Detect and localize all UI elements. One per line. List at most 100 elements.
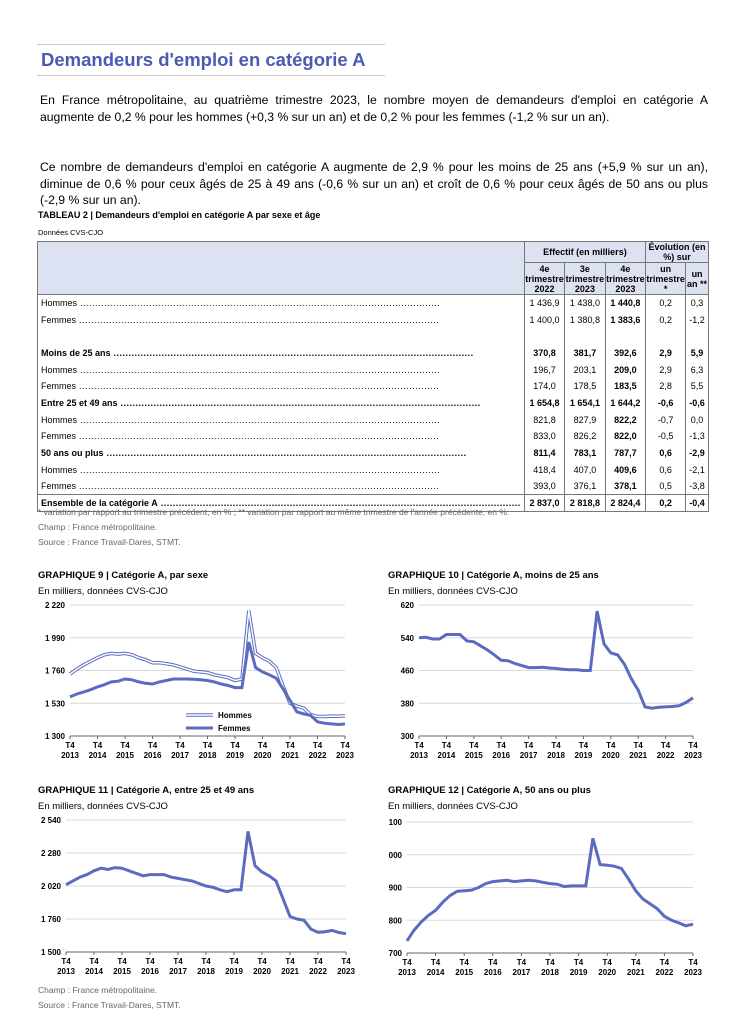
cell: -1,2 (685, 311, 709, 328)
row-label: Femmes .................................… (37, 428, 525, 445)
row-label-text: Femmes (41, 481, 77, 492)
row-label: Hommes .................................… (37, 461, 525, 479)
x-tick-label: T4 (65, 741, 75, 750)
table-row: Femmes .................................… (37, 311, 709, 328)
cell: 826,2 (564, 428, 606, 445)
cell: 418,4 (523, 461, 566, 479)
x-tick-label: 2017 (513, 968, 531, 977)
cell: 0,0 (685, 411, 709, 428)
chart-10: GRAPHIQUE 10 | Catégorie A, moins de 25 … (388, 570, 702, 760)
table-row: Entre 25 et 49 ans .....................… (37, 394, 709, 412)
x-tick-label: T4 (579, 741, 589, 750)
cell: 827,9 (564, 411, 606, 428)
chart-subtitle: En milliers, données CVS-CJO (38, 801, 168, 812)
x-tick-label: 2023 (684, 751, 702, 760)
x-tick-label: 2023 (337, 967, 355, 976)
row-label-text: Ensemble de la catégorie A (41, 498, 158, 509)
cell: 0,6 (645, 444, 687, 462)
y-tick-label: 800 (389, 916, 403, 925)
chart-12: GRAPHIQUE 12 | Catégorie A, 50 ans ou pl… (388, 785, 702, 977)
x-tick-label: T4 (545, 958, 555, 967)
table-source: Source : France Travail-Dares, STMT. (38, 537, 181, 547)
cell: 1 438,0 (564, 294, 606, 312)
x-tick-label: T4 (203, 741, 213, 750)
y-tick-label: 900 (389, 884, 403, 893)
cell: 1 654,1 (564, 394, 606, 412)
x-tick-label: T4 (175, 741, 185, 750)
table-row: Femmes .................................… (37, 478, 709, 495)
x-tick-label: T4 (313, 957, 323, 966)
cell: -2,9 (685, 444, 709, 462)
table-row: Femmes .................................… (37, 428, 709, 445)
cell (685, 327, 709, 345)
cell: 178,5 (564, 377, 606, 395)
x-tick-label: T4 (89, 957, 99, 966)
table-champ: Champ : France métropolitaine. (38, 522, 158, 532)
x-tick-label: 2021 (629, 751, 647, 760)
cell: -3,8 (685, 478, 709, 495)
table-row: 50 ans ou plus .........................… (37, 444, 709, 462)
cell: 5,9 (685, 344, 709, 362)
row-label-text: Femmes (41, 431, 77, 442)
table-footnote: * variation par rapport au trimestre pré… (38, 507, 510, 517)
x-tick-label: 2019 (226, 751, 244, 760)
x-tick-label: T4 (229, 957, 239, 966)
paragraph: En France métropolitaine, au quatrième t… (40, 93, 708, 124)
cell: 0,6 (645, 461, 687, 479)
x-tick-label: 2020 (598, 968, 616, 977)
table-title: TABLEAU 2 | Demandeurs d'emploi en catég… (38, 210, 321, 220)
row-label-text: Femmes (41, 381, 77, 392)
x-tick-label: 2018 (541, 968, 559, 977)
y-tick-label: 1 990 (45, 634, 66, 643)
y-tick-label: 300 (401, 732, 415, 741)
cell: 409,6 (604, 461, 647, 479)
y-tick-label: 1 000 (388, 851, 403, 860)
x-tick-label: T4 (93, 741, 103, 750)
row-label-text: Hommes (41, 364, 78, 375)
x-tick-label: 2015 (113, 967, 131, 976)
x-tick-label: T4 (145, 957, 155, 966)
x-tick-label: T4 (660, 958, 670, 967)
series-line-femmes (69, 641, 346, 727)
chart-subtitle: En milliers, données CVS-CJO (38, 586, 168, 597)
y-tick-label: 540 (401, 634, 415, 643)
cell: 0,3 (685, 294, 709, 312)
x-tick-label: T4 (460, 958, 470, 967)
cell: 392,6 (604, 344, 647, 362)
cell: 1 440,8 (604, 294, 647, 312)
x-tick-label: 2016 (141, 967, 159, 976)
x-tick-label: 2020 (602, 751, 620, 760)
x-tick-label: 2018 (547, 751, 565, 760)
cell: 821,8 (523, 411, 566, 428)
x-tick-label: 2017 (169, 967, 187, 976)
cell: 0,2 (645, 494, 687, 512)
cell: 0,2 (645, 294, 687, 312)
cell: 5,5 (685, 377, 709, 395)
chart-title: GRAPHIQUE 9 | Catégorie A, par sexe (38, 570, 209, 581)
table-row: Ensemble de la catégorie A .............… (37, 494, 709, 512)
chart-title: GRAPHIQUE 11 | Catégorie A, entre 25 et … (38, 785, 255, 796)
cell: 1 644,2 (604, 394, 647, 412)
table-row: Hommes .................................… (37, 361, 709, 378)
cell: -2,1 (685, 461, 709, 479)
cell: 2,8 (645, 377, 687, 395)
chart-subtitle: En milliers, données CVS-CJO (388, 801, 518, 812)
page-title: Demandeurs d'emploi en catégorie A (37, 44, 385, 76)
cell: 6,3 (685, 361, 709, 378)
x-tick-label: 2016 (492, 751, 510, 760)
cell: -0,7 (645, 411, 687, 428)
chart-subtitle: En milliers, données CVS-CJO (388, 586, 518, 597)
row-label-text: Hommes (41, 298, 78, 309)
y-tick-label: 2 220 (45, 601, 66, 610)
cell: 378,1 (604, 478, 647, 495)
x-tick-label: 2019 (225, 967, 243, 976)
x-tick-label: 2015 (465, 751, 483, 760)
x-tick-label: T4 (285, 957, 295, 966)
series-line-inner (69, 610, 346, 718)
row-label: Hommes .................................… (37, 361, 525, 378)
y-tick-label: 380 (401, 699, 415, 708)
cell: 2 824,4 (604, 494, 647, 512)
x-tick-label: T4 (230, 741, 240, 750)
x-tick-label: 2015 (116, 751, 134, 760)
